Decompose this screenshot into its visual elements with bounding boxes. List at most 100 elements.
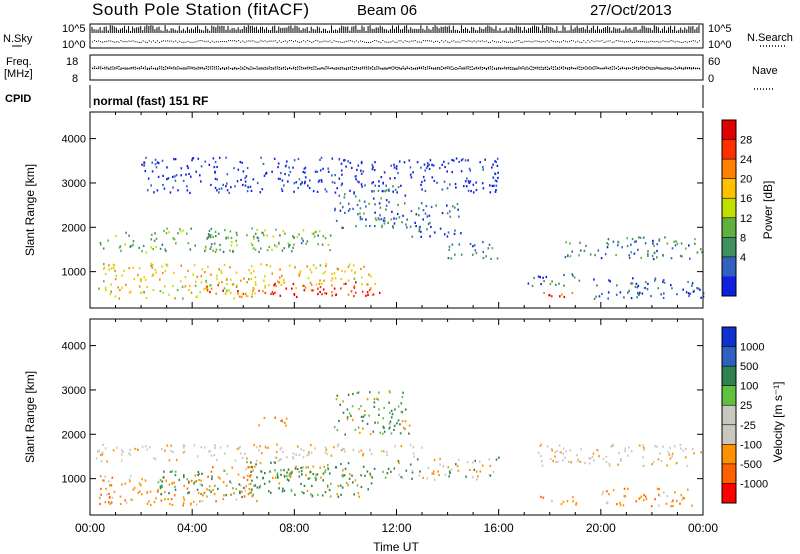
noise-search-mark — [524, 40, 526, 42]
heatmap-cell — [245, 175, 248, 178]
heatmap-cell — [212, 235, 215, 239]
heatmap-cell — [327, 243, 330, 246]
freq-mark — [569, 67, 571, 69]
heatmap-cell — [671, 455, 673, 458]
heatmap-cell — [294, 266, 296, 269]
heatmap-cell — [491, 247, 494, 250]
heatmap-cell — [307, 466, 309, 469]
noise-search-mark — [331, 41, 333, 43]
heatmap-cell — [309, 470, 312, 473]
nave-mark — [347, 68, 349, 70]
heatmap-cell — [647, 250, 649, 253]
heatmap-cell — [239, 491, 241, 495]
heatmap-cell — [455, 157, 458, 160]
heatmap-cell — [343, 282, 345, 286]
nave-mark — [268, 68, 270, 70]
nave-mark — [652, 68, 654, 70]
heatmap-cell — [181, 285, 184, 288]
nave-mark — [282, 68, 285, 70]
heatmap-cell — [216, 189, 218, 192]
nave-mark — [173, 68, 175, 70]
nave-mark — [524, 68, 526, 70]
nave-mark — [431, 68, 433, 70]
heatmap-cell — [182, 496, 185, 499]
heatmap-cell — [230, 186, 232, 189]
noise-search-mark — [382, 40, 384, 42]
heatmap-cell — [578, 254, 580, 257]
heatmap-cell — [362, 170, 365, 173]
nave-mark — [191, 68, 193, 70]
nave-mark — [211, 68, 213, 70]
nave-mark — [546, 68, 548, 70]
freq-mark — [276, 66, 278, 68]
nave-mark — [390, 68, 392, 70]
freq-mark — [169, 66, 171, 68]
heatmap-cell — [268, 480, 271, 483]
heatmap-cell — [103, 262, 105, 266]
heatmap-cell — [331, 174, 333, 177]
noise-search-mark — [201, 40, 203, 42]
heatmap-cell — [650, 505, 653, 508]
noise-search-mark — [662, 40, 664, 42]
nave-mark — [92, 68, 94, 70]
heatmap-cell — [466, 461, 469, 464]
noise-search-mark — [126, 41, 128, 43]
noise-search-mark — [593, 41, 595, 43]
noise-search-mark — [414, 40, 416, 42]
heatmap-cell — [293, 159, 296, 162]
nave-mark — [327, 68, 329, 70]
heatmap-cell — [218, 191, 220, 194]
nave-mark — [376, 68, 378, 70]
heatmap-cell — [123, 269, 125, 272]
noise-search-mark — [532, 41, 534, 43]
noise-search-mark — [191, 41, 193, 43]
heatmap-cell — [571, 291, 574, 295]
heatmap-cell — [304, 180, 306, 183]
heatmap-cell — [103, 266, 106, 269]
freq-mark — [471, 66, 473, 68]
heatmap-cell — [327, 467, 329, 470]
nave-mark — [301, 68, 303, 70]
y-tick-label: 1000 — [62, 474, 86, 486]
heatmap-cell — [457, 458, 460, 461]
freq-mark — [315, 66, 317, 68]
freq-mark — [412, 67, 414, 70]
heatmap-cell — [251, 495, 254, 498]
heatmap-cell — [132, 488, 135, 491]
colorbar-tick-label: -500 — [740, 459, 762, 471]
noise-search-mark — [402, 41, 404, 43]
heatmap-cell — [173, 158, 175, 161]
heatmap-cell — [319, 286, 322, 289]
heatmap-cell — [611, 444, 613, 448]
heatmap-cell — [364, 414, 366, 417]
heatmap-cell — [405, 223, 407, 226]
freq-mark — [526, 66, 528, 68]
noise-search-mark — [100, 41, 102, 43]
heatmap-cell — [197, 157, 200, 160]
heatmap-cell — [278, 281, 281, 284]
noise-search-mark — [408, 41, 410, 43]
heatmap-cell — [433, 231, 436, 234]
freq-mark — [548, 67, 550, 69]
heatmap-cell — [475, 188, 478, 192]
heatmap-cell — [222, 498, 225, 501]
heatmap-cell — [644, 495, 647, 498]
freq-mark — [688, 66, 691, 69]
heatmap-cell — [451, 171, 453, 174]
heatmap-cell — [304, 166, 307, 169]
heatmap-cell — [443, 160, 445, 163]
nave-mark — [108, 68, 110, 70]
heatmap-cell — [580, 448, 582, 451]
heatmap-cell — [250, 491, 252, 494]
heatmap-cell — [458, 160, 460, 163]
freq-mark — [611, 66, 613, 68]
heatmap-cell — [662, 445, 665, 448]
heatmap-cell — [353, 191, 355, 194]
nave-mark — [158, 68, 161, 70]
noise-search-mark — [92, 41, 93, 43]
nave-mark — [664, 68, 666, 70]
heatmap-cell — [200, 180, 202, 183]
heatmap-cell — [183, 484, 185, 487]
nave-mark — [554, 68, 557, 70]
